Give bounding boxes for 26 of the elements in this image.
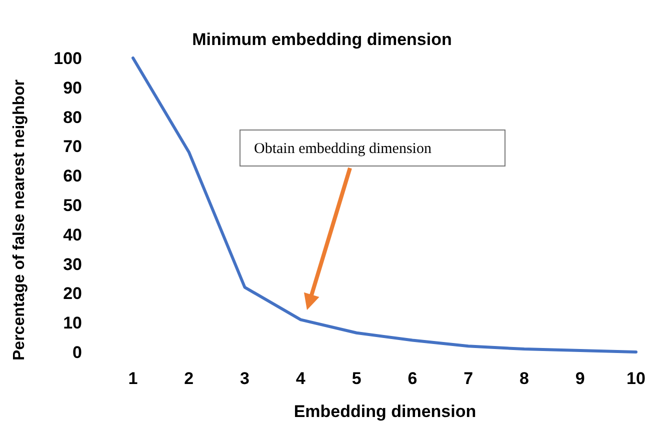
x-axis-title: Embedding dimension: [294, 402, 476, 421]
line-series: [132, 56, 638, 354]
y-tick-label: 10: [63, 314, 82, 333]
y-tick-label: 50: [63, 196, 82, 215]
y-tick-label: 0: [72, 342, 82, 362]
x-tick-label: 6: [408, 369, 418, 388]
y-tick-label: 70: [63, 137, 82, 156]
x-tick-label: 7: [464, 369, 474, 388]
x-tick-label: 10: [626, 369, 646, 388]
y-tick-label: 40: [63, 225, 82, 244]
x-tick-label: 1: [128, 369, 138, 388]
annotation: Obtain embedding dimension: [254, 141, 432, 157]
x-tick-label: 9: [575, 369, 585, 388]
y-tick-label: 20: [63, 284, 82, 304]
y-axis-title: Percentage of false nearest neighbor: [11, 80, 28, 360]
x-tick-label: 5: [352, 369, 362, 388]
y-tick-label: 90: [63, 78, 82, 98]
y-tick-label: 60: [63, 166, 82, 186]
x-tick-label: 4: [296, 369, 306, 388]
x-tick-label: 8: [519, 369, 529, 388]
y-tick-label: 30: [63, 254, 82, 274]
y-tick-label: 100: [54, 48, 82, 68]
y-tick-label: 80: [63, 108, 82, 127]
x-tick-label: 2: [184, 369, 194, 388]
x-tick-label: 3: [240, 369, 250, 388]
chart-title: Minimum embedding dimension: [192, 30, 452, 49]
